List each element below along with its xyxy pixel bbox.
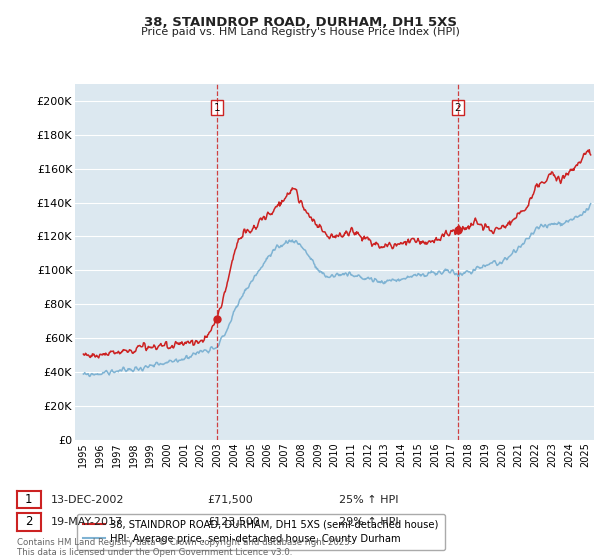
Text: 13-DEC-2002: 13-DEC-2002 bbox=[51, 494, 125, 505]
Text: 1: 1 bbox=[25, 493, 32, 506]
Text: £71,500: £71,500 bbox=[207, 494, 253, 505]
Text: 29% ↑ HPI: 29% ↑ HPI bbox=[339, 517, 398, 527]
Text: 25% ↑ HPI: 25% ↑ HPI bbox=[339, 494, 398, 505]
Text: 2: 2 bbox=[25, 515, 32, 529]
Text: 38, STAINDROP ROAD, DURHAM, DH1 5XS: 38, STAINDROP ROAD, DURHAM, DH1 5XS bbox=[143, 16, 457, 29]
Text: Contains HM Land Registry data © Crown copyright and database right 2025.
This d: Contains HM Land Registry data © Crown c… bbox=[17, 538, 352, 557]
Text: 2: 2 bbox=[455, 102, 461, 113]
Text: £123,500: £123,500 bbox=[207, 517, 260, 527]
Text: 19-MAY-2017: 19-MAY-2017 bbox=[51, 517, 123, 527]
Text: 1: 1 bbox=[214, 102, 220, 113]
Legend: 38, STAINDROP ROAD, DURHAM, DH1 5XS (semi-detached house), HPI: Average price, s: 38, STAINDROP ROAD, DURHAM, DH1 5XS (sem… bbox=[77, 514, 445, 550]
Text: Price paid vs. HM Land Registry's House Price Index (HPI): Price paid vs. HM Land Registry's House … bbox=[140, 27, 460, 37]
